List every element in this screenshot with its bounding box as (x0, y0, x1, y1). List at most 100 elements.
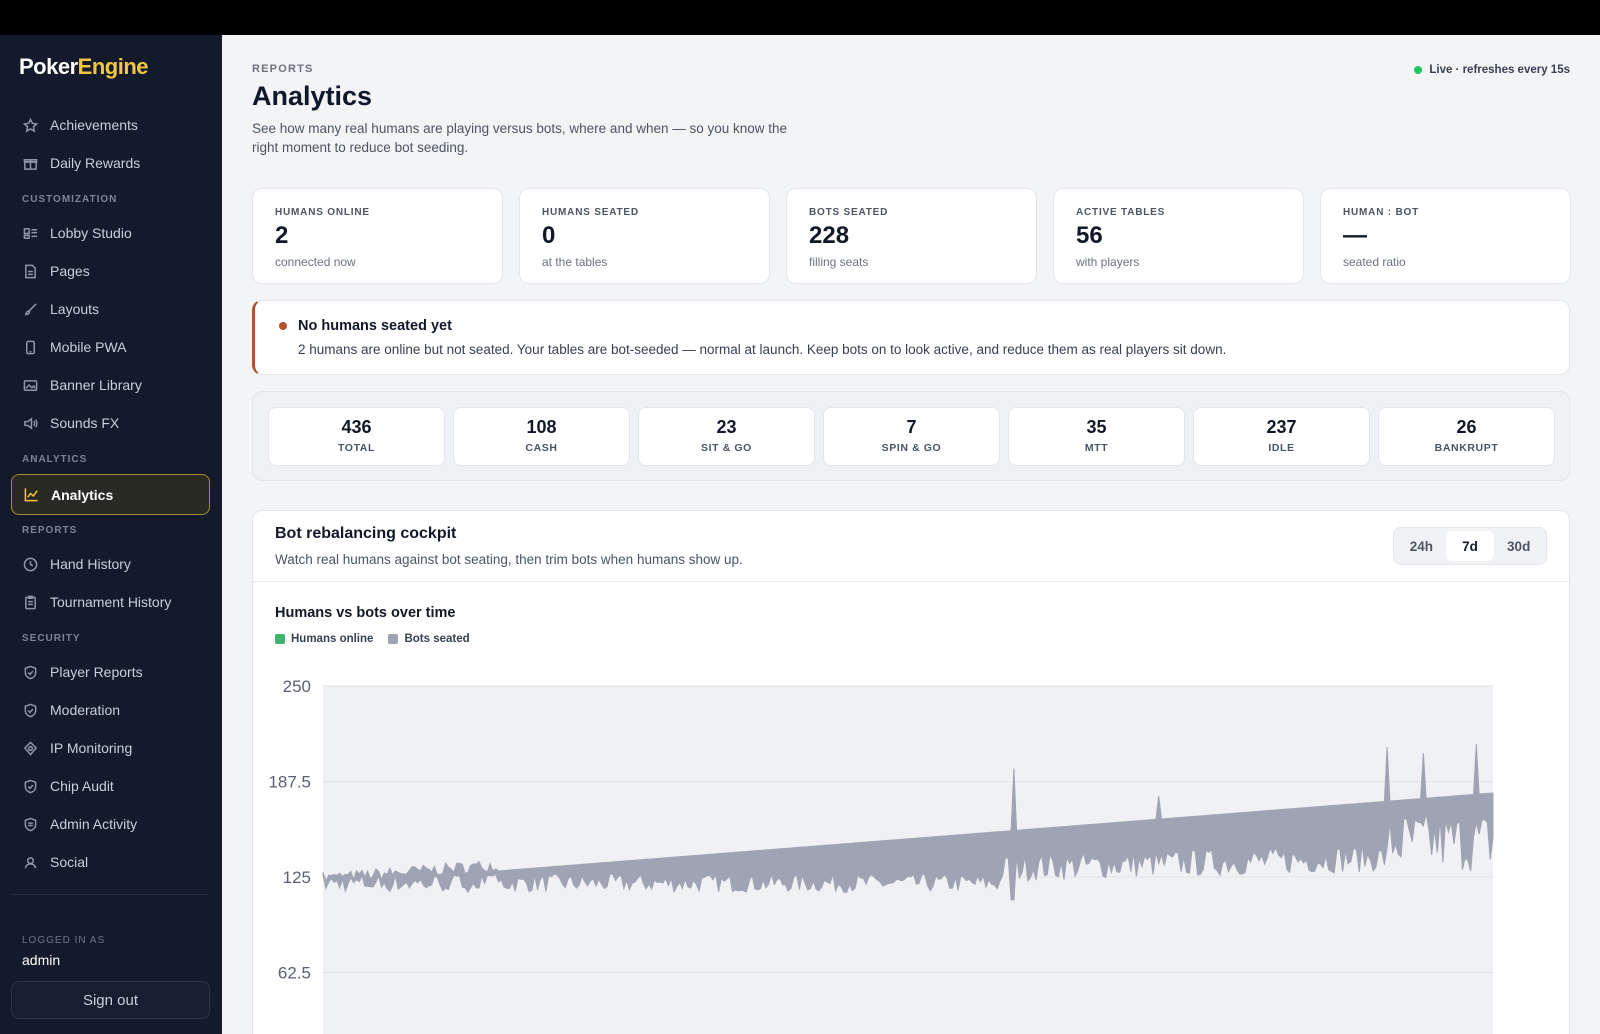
humans-vs-bots-chart[interactable]: 250 187.5 125 62.5 (253, 651, 1570, 1034)
window-top-bar (0, 0, 1600, 35)
sidebar-item-label: Social (50, 854, 89, 870)
sidebar-item-mobile-pwa[interactable]: Mobile PWA (11, 328, 210, 366)
breadcrumb[interactable]: REPORTS (252, 63, 314, 75)
sidebar-item-label: Analytics (51, 486, 114, 503)
sidebar-item-hand-history[interactable]: Hand History (11, 545, 210, 583)
count-cash: 108 CASH (453, 407, 630, 466)
stat-subtext: filling seats (809, 255, 869, 269)
count-label: MTT (1084, 442, 1109, 454)
count-spin-and-go: 7 SPIN & GO (823, 407, 1000, 466)
main-content: REPORTS Analytics See how many real huma… (222, 35, 1600, 1034)
count-bankrupt: 26 BANKRUPT (1378, 407, 1555, 466)
stat-subtext: at the tables (542, 255, 608, 269)
chart-title: Humans vs bots over time (275, 605, 456, 621)
y-tick-label: 125 (283, 868, 311, 887)
brand-logo[interactable]: PokerEngine (19, 54, 149, 79)
page-icon (22, 263, 38, 279)
legend-humans[interactable]: Humans online (275, 633, 373, 645)
sign-out-button[interactable]: Sign out (11, 981, 210, 1019)
sidebar-item-label: IP Monitoring (50, 740, 133, 756)
count-idle: 237 IDLE (1193, 407, 1370, 466)
page-title: Analytics (252, 81, 373, 111)
stat-label: BOTS SEATED (809, 207, 889, 218)
bots-seated-area (322, 744, 1494, 901)
page-description: See how many real humans are playing ver… (252, 121, 788, 155)
live-status-text: Live · refreshes every 15s (1429, 64, 1570, 76)
sidebar-item-label: Moderation (50, 702, 121, 718)
stat-value: 56 (1076, 222, 1103, 249)
radar-icon (22, 740, 38, 756)
count-sit-and-go: 23 SIT & GO (638, 407, 815, 466)
sidebar-divider (11, 894, 208, 895)
stat-card-active-tables: ACTIVE TABLES 56 with players (1053, 188, 1304, 284)
panel-title: Bot rebalancing cockpit (275, 525, 457, 542)
layout-icon (22, 225, 38, 241)
stat-value: 2 (275, 222, 289, 249)
count-value: 35 (1086, 417, 1107, 437)
sidebar-item-chip-audit[interactable]: Chip Audit (11, 767, 210, 805)
phone-icon (22, 339, 38, 355)
count-label: BANKRUPT (1434, 442, 1499, 454)
sidebar-item-ip-monitoring[interactable]: IP Monitoring (11, 729, 210, 767)
sidebar-item-layouts[interactable]: Layouts (11, 290, 210, 328)
sidebar-item-label: Tournament History (50, 594, 172, 610)
sidebar-item-label: Admin Activity (50, 816, 138, 832)
range-30d-button[interactable]: 30d (1507, 538, 1531, 554)
nav-section-security: SECURITY (22, 633, 81, 644)
clipboard-icon (22, 594, 38, 610)
sidebar-item-daily-rewards[interactable]: Daily Rewards (11, 144, 210, 182)
sidebar-item-label: Pages (50, 263, 90, 279)
stat-label: HUMANS SEATED (542, 207, 639, 218)
stat-card-humans-online: HUMANS ONLINE 2 connected now (252, 188, 503, 284)
speaker-icon (22, 415, 38, 431)
sidebar-item-sounds-fx[interactable]: Sounds FX (11, 404, 210, 442)
sidebar-item-label: Hand History (50, 556, 131, 572)
count-mtt: 35 MTT (1008, 407, 1185, 466)
stat-value: 228 (809, 222, 850, 249)
sidebar-item-label: Banner Library (50, 377, 142, 393)
count-total: 436 TOTAL (268, 407, 445, 466)
panel-subtitle: Watch real humans against bot seating, t… (275, 552, 743, 567)
sidebar-item-moderation[interactable]: Moderation (11, 691, 210, 729)
y-tick-label: 187.5 (268, 773, 311, 792)
legend-bots[interactable]: Bots seated (388, 633, 470, 645)
sidebar-item-label: Daily Rewards (50, 155, 141, 171)
user-icon (22, 854, 38, 870)
sidebar-item-analytics[interactable]: Analytics (11, 474, 210, 515)
shield-icon (22, 816, 38, 832)
sidebar-item-pages[interactable]: Pages (11, 252, 210, 290)
sidebar: PokerEngine Achievements Daily Rewards C… (0, 35, 222, 1034)
sidebar-item-social[interactable]: Social (11, 843, 210, 881)
legend-swatch-humans (275, 634, 285, 644)
sidebar-item-admin-activity[interactable]: Admin Activity (11, 805, 210, 843)
sidebar-item-player-reports[interactable]: Player Reports (11, 653, 210, 691)
sidebar-item-label: Chip Audit (50, 778, 114, 794)
range-24h-button[interactable]: 24h (1409, 538, 1433, 554)
sidebar-item-label: Layouts (50, 301, 100, 317)
range-7d-button[interactable]: 7d (1445, 531, 1495, 561)
chart-icon (23, 487, 39, 503)
sidebar-item-tournament-history[interactable]: Tournament History (11, 583, 210, 621)
count-value: 26 (1456, 417, 1477, 437)
count-label: CASH (525, 442, 558, 454)
brush-icon (22, 301, 38, 317)
sidebar-item-label: Lobby Studio (50, 225, 132, 241)
count-value: 23 (716, 417, 737, 437)
stat-label: ACTIVE TABLES (1076, 207, 1166, 218)
stat-card-human-bot-ratio: HUMAN : BOT — seated ratio (1320, 188, 1571, 284)
stat-value: — (1343, 222, 1367, 249)
nav-section-analytics: ANALYTICS (22, 454, 88, 465)
alert-title: No humans seated yet (298, 318, 452, 334)
sidebar-item-achievements[interactable]: Achievements (11, 106, 210, 144)
stat-card-bots-seated: BOTS SEATED 228 filling seats (786, 188, 1037, 284)
stat-subtext: with players (1076, 255, 1140, 269)
sidebar-item-banner-library[interactable]: Banner Library (11, 366, 210, 404)
legend-label: Bots seated (404, 633, 470, 645)
sidebar-item-lobby-studio[interactable]: Lobby Studio (11, 214, 210, 252)
star-icon (22, 117, 38, 133)
clock-icon (22, 556, 38, 572)
gift-icon (22, 155, 38, 171)
nav-section-reports: REPORTS (22, 525, 78, 536)
sidebar-item-label: Player Reports (50, 664, 143, 680)
count-label: SPIN & GO (881, 442, 942, 454)
